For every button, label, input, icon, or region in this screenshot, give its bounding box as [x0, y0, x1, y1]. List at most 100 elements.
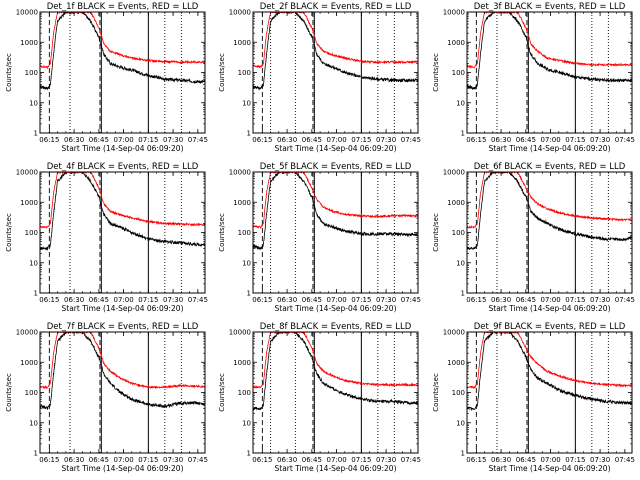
plot-frame: [252, 11, 419, 134]
y-tick-label: 1000: [20, 199, 38, 207]
y-tick-label: 10: [242, 419, 251, 427]
x-tick-label: 07:00: [541, 456, 561, 464]
chart-title: Det_9f BLACK = Events, RED = LLD: [474, 322, 626, 332]
x-tick-label: 07:45: [615, 296, 635, 304]
y-axis-label: Counts/sec: [5, 213, 13, 252]
chart-title: Det_3f BLACK = Events, RED = LLD: [474, 2, 626, 12]
x-tick-label: 06:15: [466, 136, 486, 144]
chart-title: Det_8f BLACK = Events, RED = LLD: [260, 322, 412, 332]
x-tick-label: 07:30: [590, 296, 610, 304]
x-tick-label: 07:30: [376, 296, 396, 304]
x-axis-label: Start Time (14-Sep-04 06:09:20): [275, 464, 397, 473]
x-tick-label: 06:15: [252, 296, 272, 304]
y-tick-label: 10000: [443, 169, 465, 177]
series-group: [253, 332, 418, 412]
chart-title: Det_5f BLACK = Events, RED = LLD: [260, 162, 412, 172]
y-axis-label: Counts/sec: [432, 373, 440, 412]
y-tick-label: 1000: [233, 199, 251, 207]
x-tick-label: 06:15: [466, 296, 486, 304]
y-tick-label: 1000: [20, 359, 38, 367]
x-tick-label: 07:45: [401, 296, 421, 304]
detector-panel-4: Det_4f BLACK = Events, RED = LLD 1 10 100 10…: [0, 160, 213, 320]
x-tick-label: 07:45: [615, 136, 635, 144]
series-line-lld: [40, 332, 205, 390]
x-tick-label: 07:00: [114, 136, 134, 144]
y-tick-label: 1: [34, 450, 38, 458]
y-tick-label: 10: [456, 259, 465, 267]
x-tick-label: 07:30: [163, 296, 183, 304]
x-tick-label: 07:15: [138, 296, 158, 304]
plot-frame: [252, 171, 419, 294]
y-tick-label: 10000: [16, 169, 38, 177]
y-axis-label: Counts/sec: [5, 373, 13, 412]
y-tick-label: 100: [452, 389, 465, 397]
y-tick-label: 10000: [229, 9, 251, 17]
detector-panel-3: Det_3f BLACK = Events, RED = LLD 1 10 100 10…: [427, 0, 640, 160]
y-axis-label: Counts/sec: [5, 53, 13, 92]
detector-panel-2: Det_2f BLACK = Events, RED = LLD 1 10 100 10…: [213, 0, 426, 160]
x-tick-label: 06:45: [302, 136, 322, 144]
x-tick-label: 07:00: [541, 296, 561, 304]
series-line-events: [467, 12, 632, 91]
x-tick-label: 06:45: [516, 136, 536, 144]
y-tick-label: 10: [242, 259, 251, 267]
y-tick-label: 10000: [443, 329, 465, 337]
chart-svg: Det_8f BLACK = Events, RED = LLD 1 10 100 10…: [218, 322, 421, 473]
y-tick-label: 100: [452, 229, 465, 237]
y-tick-label: 10: [29, 259, 38, 267]
y-axis-label: Counts/sec: [218, 373, 226, 412]
series-line-events: [253, 12, 418, 91]
y-tick-label: 1: [461, 290, 465, 298]
chart-title: Det_2f BLACK = Events, RED = LLD: [260, 2, 412, 12]
x-tick-label: 07:00: [114, 456, 134, 464]
y-tick-label: 100: [25, 389, 38, 397]
series-line-lld: [253, 12, 418, 69]
series-line-events: [467, 172, 632, 251]
series-line-lld: [467, 12, 632, 70]
y-tick-label: 1: [461, 130, 465, 138]
plot-frame: [252, 331, 419, 454]
y-tick-label: 1: [34, 130, 38, 138]
chart-title: Det_4f BLACK = Events, RED = LLD: [47, 162, 199, 172]
x-axis-label: Start Time (14-Sep-04 06:09:20): [489, 144, 611, 153]
y-tick-label: 1000: [447, 199, 465, 207]
y-tick-label: 10: [456, 99, 465, 107]
x-tick-label: 06:30: [277, 456, 297, 464]
x-tick-label: 07:15: [565, 456, 585, 464]
x-tick-label: 07:15: [565, 296, 585, 304]
x-tick-label: 07:15: [138, 456, 158, 464]
detector-panel-8: Det_8f BLACK = Events, RED = LLD 1 10 100 10…: [213, 320, 426, 480]
plot-frame: [466, 11, 633, 134]
chart-svg: Det_5f BLACK = Events, RED = LLD 1 10 100 10…: [218, 162, 421, 313]
series-group: [467, 12, 632, 91]
chart-title: Det_7f BLACK = Events, RED = LLD: [47, 322, 199, 332]
y-tick-label: 100: [25, 229, 38, 237]
y-tick-label: 10000: [16, 9, 38, 17]
series-line-events: [253, 332, 418, 412]
y-tick-label: 1000: [20, 39, 38, 47]
chart-title: Det_1f BLACK = Events, RED = LLD: [47, 2, 199, 12]
x-axis-label: Start Time (14-Sep-04 06:09:20): [489, 464, 611, 473]
series-line-events: [40, 172, 205, 252]
x-tick-label: 06:45: [89, 296, 109, 304]
chart-svg: Det_1f BLACK = Events, RED = LLD 1 10 100 10…: [5, 2, 208, 153]
y-tick-label: 10000: [443, 9, 465, 17]
y-tick-label: 1000: [447, 39, 465, 47]
x-tick-label: 07:30: [376, 456, 396, 464]
series-line-events: [40, 332, 205, 410]
series-group: [253, 12, 418, 91]
x-tick-label: 06:30: [491, 456, 511, 464]
series-line-lld: [40, 12, 205, 70]
chart-svg: Det_7f BLACK = Events, RED = LLD 1 10 100 10…: [5, 322, 208, 473]
x-tick-label: 06:15: [466, 456, 486, 464]
y-axis-label: Counts/sec: [432, 53, 440, 92]
series-group: [40, 172, 205, 252]
y-tick-label: 1: [461, 450, 465, 458]
x-tick-label: 06:45: [516, 296, 536, 304]
y-tick-label: 100: [452, 69, 465, 77]
x-axis-label: Start Time (14-Sep-04 06:09:20): [62, 144, 184, 153]
x-tick-label: 06:45: [89, 456, 109, 464]
y-tick-label: 100: [238, 389, 251, 397]
series-line-lld: [467, 332, 632, 389]
series-group: [467, 332, 632, 412]
